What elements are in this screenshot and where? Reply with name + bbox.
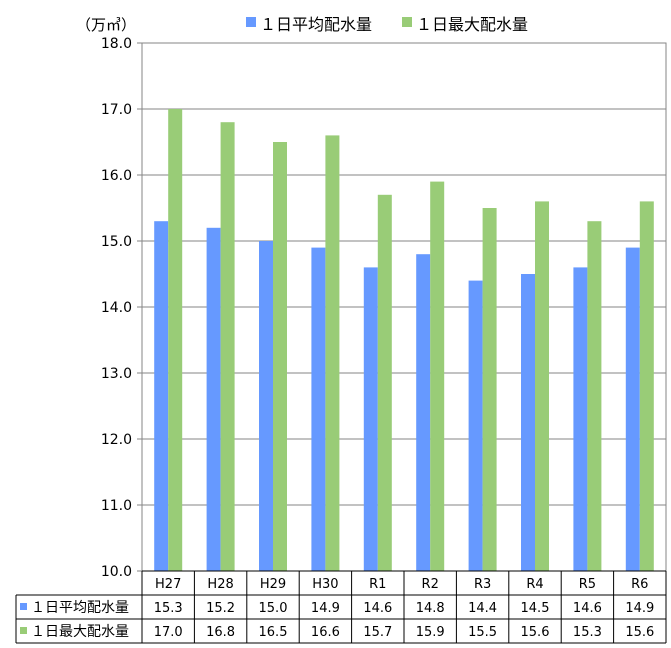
data-label: 15.2	[206, 601, 235, 616]
y-tick-label: 11.0	[101, 498, 132, 514]
data-label: 15.9	[416, 625, 445, 640]
data-label: 14.8	[416, 601, 445, 616]
x-tick-label: H30	[312, 577, 338, 592]
bar-max-R4	[535, 201, 549, 571]
y-axis: 10.0 11.0 12.0 13.0 14.0 15.0 16.0 17.0 18.0	[101, 36, 142, 580]
legend-label-0: １日平均配水量	[260, 15, 372, 34]
y-tick-label: 15.0	[101, 234, 132, 250]
y-tick-label: 17.0	[101, 102, 132, 118]
y-tick-label: 16.0	[101, 168, 132, 184]
x-tick-label: H28	[207, 577, 233, 592]
bar-max-R2	[430, 181, 445, 571]
bar-average-R6	[625, 247, 640, 571]
x-tick-label: R4	[526, 577, 543, 592]
bar-max-H27	[168, 109, 183, 571]
x-tick-label: H27	[155, 577, 181, 592]
x-tick-label: H29	[260, 577, 286, 592]
x-tick-label: R6	[631, 577, 648, 592]
bar-average-R2	[416, 254, 431, 571]
bar-max-R6	[639, 201, 654, 571]
bar-max-R5	[587, 221, 602, 571]
bars	[154, 109, 654, 572]
data-label: 14.6	[363, 601, 392, 616]
legend-swatch-1	[402, 17, 412, 27]
data-label: 16.5	[259, 625, 288, 640]
legend-swatch-0	[246, 17, 256, 27]
data-label: 14.9	[311, 601, 340, 616]
data-label: 15.6	[521, 625, 550, 640]
y-tick-label: 12.0	[101, 432, 132, 448]
data-label: 14.9	[625, 601, 654, 616]
y-tick-label: 10.0	[101, 564, 132, 580]
x-tick-label: R1	[369, 577, 386, 592]
data-label: 15.3	[154, 601, 183, 616]
bar-average-R5	[573, 267, 588, 571]
x-tick-label: R3	[474, 577, 491, 592]
data-label: 15.3	[573, 625, 602, 640]
data-label: 15.5	[468, 625, 497, 640]
data-label: 16.6	[311, 625, 340, 640]
bar-max-R1	[377, 194, 392, 572]
y-tick-label: 18.0	[101, 36, 132, 52]
bar-average-R1	[363, 267, 378, 571]
data-label: 17.0	[154, 625, 183, 640]
x-tick-label: R5	[579, 577, 596, 592]
bar-average-H28	[206, 227, 221, 572]
bar-average-H29	[259, 241, 273, 571]
y-axis-unit-label: （万㎥）	[76, 16, 136, 34]
bar-max-H29	[273, 142, 287, 571]
bar-average-R3	[468, 280, 483, 571]
y-tick-label: 13.0	[101, 366, 132, 382]
bar-average-H30	[311, 247, 326, 571]
table-row-label-1: １日最大配水量	[31, 624, 129, 640]
data-label: 14.6	[573, 601, 602, 616]
table-legend-key-1	[20, 627, 27, 634]
bar-average-H27	[154, 221, 169, 571]
data-label: 15.6	[625, 625, 654, 640]
data-label: 15.0	[259, 601, 288, 616]
bar-max-H28	[220, 122, 235, 571]
data-table: H27 H28 H29 H30 R1 R2 R3 R4 R5 R6 １日平均配水量 15.3 15.2 1…	[15, 570, 667, 644]
data-label: 16.8	[206, 625, 235, 640]
legend: １日平均配水量 １日最大配水量	[246, 15, 528, 34]
y-tick-label: 14.0	[101, 300, 132, 316]
table-legend-key-0	[20, 603, 27, 610]
bar-max-R3	[482, 208, 497, 571]
bar-max-H30	[325, 135, 340, 571]
bar-average-R4	[521, 274, 535, 571]
data-label: 15.7	[363, 625, 392, 640]
data-label: 14.4	[468, 601, 497, 616]
x-tick-label: R2	[422, 577, 439, 592]
table-row-label-0: １日平均配水量	[31, 600, 129, 616]
legend-label-1: １日最大配水量	[416, 15, 528, 34]
data-label: 14.5	[521, 601, 550, 616]
